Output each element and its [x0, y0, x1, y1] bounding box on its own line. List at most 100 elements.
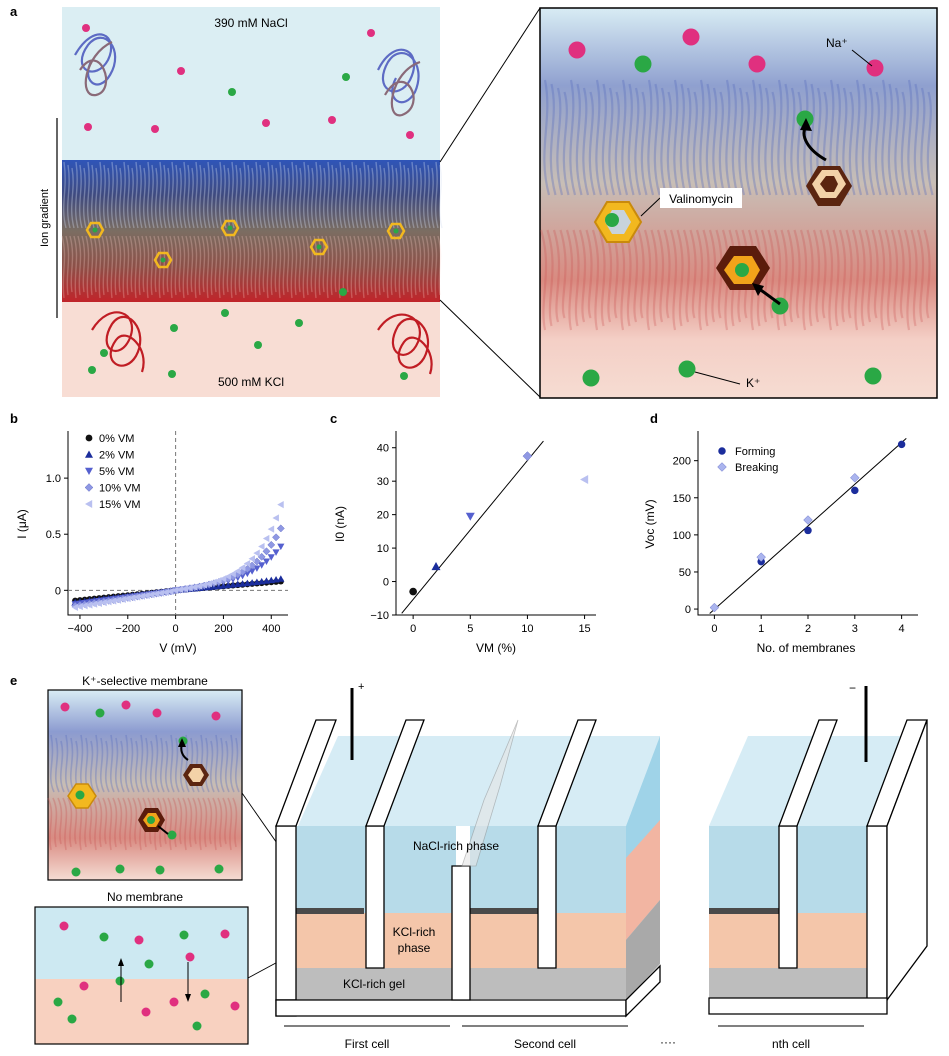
k-ion: [634, 55, 652, 73]
na-ion: [84, 123, 92, 131]
na-ion: [682, 28, 700, 46]
k-ion: [167, 830, 177, 840]
na-ion: [152, 708, 162, 718]
na-ion: [406, 131, 414, 139]
d-ytick-label: 0: [685, 604, 691, 616]
k-ion: [200, 989, 210, 999]
panel-letter-c: c: [330, 411, 337, 426]
d-ytick-label: 200: [673, 456, 691, 468]
b-point: [85, 601, 93, 609]
b-xtick-label: 200: [214, 623, 232, 635]
b-point: [215, 577, 222, 585]
k-ion: [796, 110, 814, 128]
c-point: [465, 512, 475, 521]
k-ion: [192, 1021, 202, 1031]
b-point: [152, 590, 160, 598]
b-point: [243, 559, 251, 568]
d-ytick-label: 150: [673, 493, 691, 505]
b-point: [277, 543, 285, 551]
phase-middle-label-2: phase: [398, 941, 431, 955]
c-ytick-label: 30: [377, 476, 389, 488]
b-point: [200, 581, 208, 589]
k-ion: [100, 349, 108, 357]
gel-label: KCl-rich gel: [343, 977, 405, 991]
phase-top-label: NaCl-rich phase: [413, 839, 499, 853]
c-ytick-label: −10: [370, 610, 389, 622]
c-xtick-label: 5: [467, 623, 473, 635]
b-point: [224, 572, 232, 581]
inset-lipid-texture: [47, 734, 240, 851]
b-point: [157, 589, 165, 597]
b-point: [95, 599, 102, 608]
first-cell-kcl-phase: [296, 913, 366, 968]
b-point: [109, 597, 117, 605]
polymer-coil-bottom-right: [377, 313, 433, 375]
valinomycin-carrier: [386, 222, 406, 240]
second-cell-gel: [470, 968, 626, 999]
na-label: Na⁺: [826, 36, 848, 50]
electrode-minus-label: −: [849, 681, 856, 695]
k-ion: [88, 366, 96, 374]
d-xtick-label: 2: [805, 623, 811, 635]
legend-marker-d: [717, 462, 727, 472]
b-point: [100, 599, 107, 607]
c-xtick-label: 10: [521, 623, 533, 635]
inset-k-selective-membrane: K⁺-selective membrane: [47, 674, 243, 881]
valinomycin-carrier: [85, 221, 105, 239]
legend-label-b: 10% VM: [99, 483, 141, 495]
legend-label-b: 2% VM: [99, 450, 134, 462]
d-point: [804, 526, 812, 535]
na-ion: [82, 24, 90, 32]
b-point: [162, 588, 169, 596]
k-ion: [115, 976, 125, 986]
b-point: [119, 595, 126, 604]
b-point: [262, 547, 271, 556]
b-point: [238, 564, 246, 572]
valinomycin-empty: [806, 166, 852, 206]
d-xtick-label: 4: [899, 623, 905, 635]
ions-zoom: [568, 28, 884, 387]
na-ion: [328, 116, 336, 124]
voc-vs-membranes-chart: No. of membranes Voc (mV) 0 1 2 3 4 0 50 100 150…: [643, 431, 918, 655]
iv-curve-chart: V (mV) I (μA) −400 −200 0 200 400 0 0.5 1.0 0% V…: [15, 431, 288, 655]
bottom-solution-label: 500 mM KCl: [218, 375, 284, 389]
b-point: [267, 554, 275, 561]
na-ion: [211, 711, 221, 721]
c-ytick-label: 40: [377, 443, 389, 455]
c-ytick-label: 20: [377, 510, 389, 522]
second-cell-membrane: [470, 908, 538, 914]
valinomycin-carriers-overview: [85, 219, 406, 269]
b-point: [176, 586, 184, 594]
c-ytick-label: 10: [377, 543, 389, 555]
na-ion: [568, 41, 586, 59]
b-point: [114, 596, 122, 604]
k-ion: [295, 319, 303, 327]
k-ion: [95, 708, 105, 718]
y-axis-title-d: Voc (mV): [643, 499, 657, 548]
k-ion: [221, 309, 229, 317]
legend-marker-b: [85, 450, 93, 458]
k-ion: [71, 867, 81, 877]
na-ion: [185, 952, 195, 962]
na-ion: [748, 55, 766, 73]
ion-gradient-label: Ion gradient: [39, 189, 51, 247]
b-point: [167, 587, 174, 596]
c-point: [580, 475, 589, 485]
na-ion: [262, 119, 270, 127]
b-xtick-label: 400: [262, 623, 280, 635]
axes-c: [395, 431, 596, 616]
c-point: [522, 451, 533, 461]
zoom-connector-bottom: [439, 299, 541, 398]
b-point: [191, 583, 198, 591]
k-ion: [400, 372, 408, 380]
legend-label-b: 0% VM: [99, 433, 134, 445]
zoom-lipid-texture: [539, 79, 934, 331]
ions-overview: [82, 24, 414, 380]
na-ion: [59, 921, 69, 931]
b-point: [181, 585, 189, 593]
b-xtick-label: −400: [68, 623, 93, 635]
first-cell-nacl-phase: [296, 826, 366, 913]
cell-stack: + NaCl-rich phase KCl-rich phase KCl-ric…: [275, 681, 928, 1051]
cell-label-first: First cell: [345, 1037, 390, 1051]
b-xtick-label: −200: [115, 623, 140, 635]
